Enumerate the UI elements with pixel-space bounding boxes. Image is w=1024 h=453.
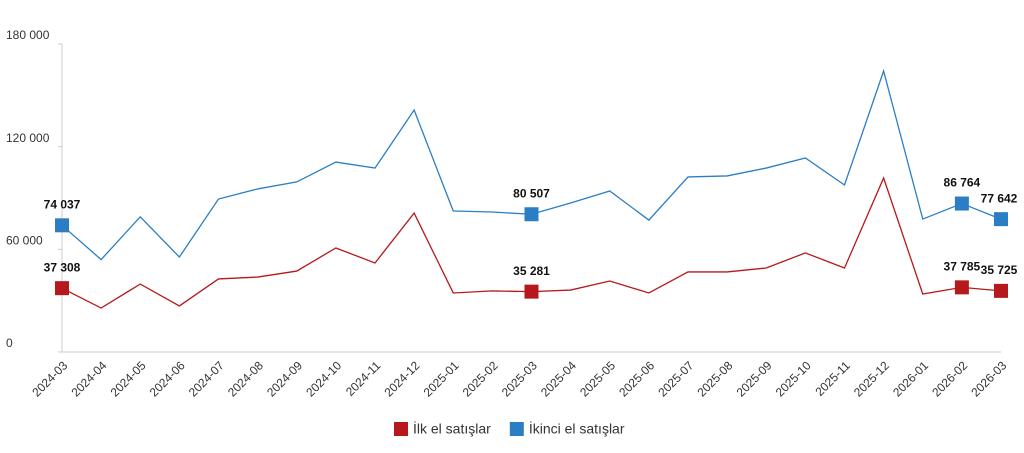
x-tick-label: 2024-08 [225, 358, 266, 399]
x-tick-label: 2024-12 [381, 358, 422, 399]
x-tick-label: 2025-09 [734, 358, 775, 399]
point-marker [994, 212, 1008, 227]
x-tick-label: 2025-04 [538, 358, 579, 399]
x-tick-label: 2025-12 [851, 358, 892, 399]
x-tick-label: 2024-03 [29, 358, 70, 399]
x-tick-label: 2024-07 [186, 358, 227, 399]
x-tick-label: 2024-05 [108, 358, 149, 399]
point-marker [954, 280, 969, 295]
point-marker [994, 283, 1008, 298]
point-marker [954, 196, 969, 211]
value-label: 80 507 [513, 186, 550, 200]
x-tick-label: 2025-07 [655, 358, 696, 399]
x-tick-label: 2024-04 [68, 358, 109, 399]
y-tick-label: 60 000 [6, 234, 43, 248]
x-tick-label: 2026-02 [929, 358, 970, 399]
point-marker [55, 218, 69, 233]
x-tick-label: 2025-08 [694, 358, 735, 399]
value-label: 35 725 [981, 263, 1018, 277]
x-tick-label: 2024-09 [264, 358, 305, 399]
legend-label: İlk el satışlar [413, 420, 491, 437]
x-tick-label: 2024-06 [147, 358, 188, 399]
point-marker [524, 284, 539, 299]
x-tick-label: 2025-01 [421, 358, 462, 399]
x-tick-label: 2026-01 [890, 358, 931, 399]
legend-swatch [394, 422, 408, 436]
y-tick-label: 120 000 [6, 131, 50, 145]
legend-swatch [509, 422, 524, 436]
x-tick-label: 2025-05 [577, 358, 618, 399]
x-tick-label: 2024-10 [303, 358, 344, 399]
value-label: 35 281 [513, 264, 550, 278]
value-label: 77 642 [981, 191, 1018, 205]
point-marker [55, 281, 69, 296]
value-label: 86 764 [944, 176, 981, 190]
point-marker [524, 207, 539, 222]
x-tick-label: 2026-03 [968, 358, 1009, 399]
value-label: 37 308 [44, 260, 81, 274]
y-tick-label: 180 000 [6, 28, 50, 42]
value-label: 74 037 [44, 197, 81, 211]
x-tick-label: 2025-11 [812, 358, 853, 399]
legend-label: İkinci el satışlar [529, 420, 625, 437]
x-tick-label: 2025-10 [773, 358, 814, 399]
x-tick-label: 2025-06 [616, 358, 657, 399]
x-tick-label: 2024-11 [343, 358, 384, 399]
x-tick-label: 2025-02 [460, 358, 501, 399]
value-label: 37 785 [944, 260, 981, 274]
x-tick-label: 2025-03 [499, 358, 540, 399]
y-tick-label: 0 [6, 336, 13, 350]
